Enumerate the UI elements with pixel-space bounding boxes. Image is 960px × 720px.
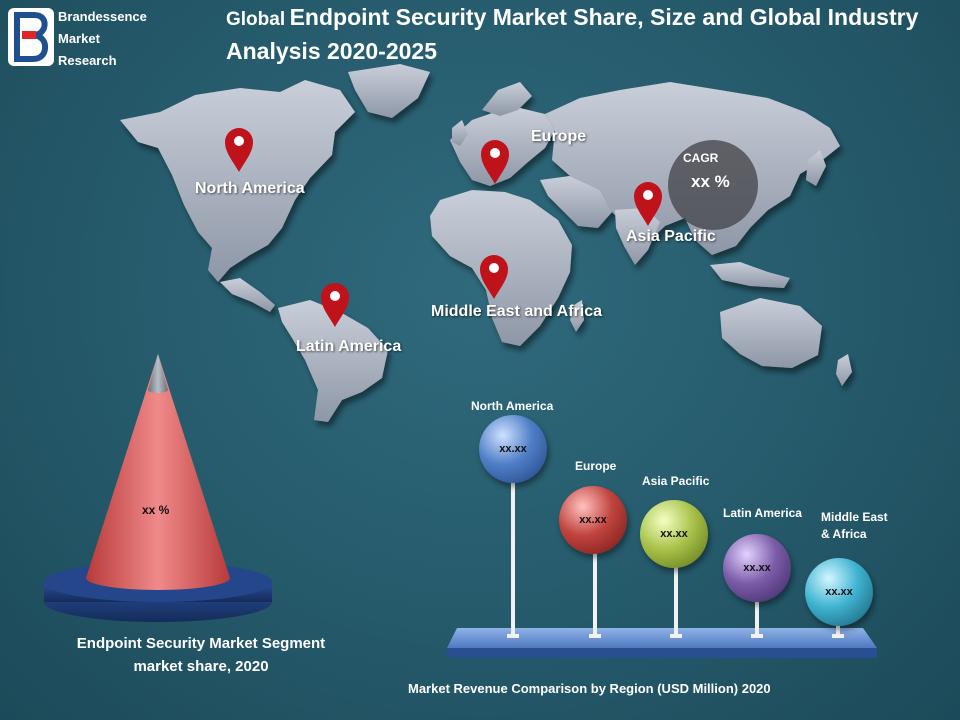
cone-value: xx % <box>142 503 170 517</box>
bubble-stem <box>755 598 759 636</box>
brand-line-1: Brandessence <box>58 9 147 24</box>
cagr-label: CAGR <box>683 151 719 165</box>
cone-caption-line-2: market share, 2020 <box>133 658 269 675</box>
southeast-asia <box>710 262 790 288</box>
greenland <box>348 64 430 118</box>
bubble-europe: xx.xx <box>559 486 627 554</box>
continent-north-america <box>120 80 355 282</box>
title-prefix: Global <box>226 9 286 30</box>
bubble-value-north-america: xx.xx <box>499 443 527 455</box>
bubble-label-europe: Europe <box>575 459 617 473</box>
bubble-label-asia-pacific: Asia Pacific <box>642 474 710 488</box>
brand-name: Brandessence Market Research <box>58 6 147 72</box>
bubble-label-latin-america: Latin America <box>723 506 802 520</box>
uk <box>452 120 468 146</box>
bubble-chart-title: Market Revenue Comparison by Region (USD… <box>408 681 771 696</box>
bubble-value-latin-america: xx.xx <box>743 562 771 574</box>
bubble-label-mea-line-1: Middle East <box>821 510 888 524</box>
bubble-value-asia-pacific: xx.xx <box>660 528 688 540</box>
cone-caption: Endpoint Security Market Segment market … <box>40 632 362 678</box>
bubble-stem <box>511 480 515 636</box>
middle-east <box>540 176 612 228</box>
region-label-middle-east-africa: Middle East and Africa <box>431 303 602 320</box>
map-pin-icon <box>225 128 253 172</box>
madagascar <box>570 300 584 332</box>
cone-body <box>86 354 230 590</box>
cagr-value: xx % <box>691 172 730 191</box>
bubble-label-middle-east-africa: Middle East & Africa <box>821 509 888 543</box>
bubble-middle-east-africa: xx.xx <box>805 558 873 626</box>
continent-south-america <box>278 300 388 422</box>
bubble-stem-foot <box>507 634 519 638</box>
region-label-latin-america: Latin America <box>296 338 402 355</box>
map-pin-icon <box>634 182 662 226</box>
scandinavia <box>482 82 532 116</box>
brand-line-2: Market <box>58 31 100 46</box>
page-title: Global Endpoint Security Market Share, S… <box>226 2 926 70</box>
bubble-stem-foot <box>832 634 844 638</box>
bubble-value-middle-east-africa: xx.xx <box>825 586 853 598</box>
central-america <box>220 278 275 312</box>
bubble-north-america: xx.xx <box>479 415 547 483</box>
bubble-value-europe: xx.xx <box>579 514 607 526</box>
bubble-label-mea-line-2: & Africa <box>821 527 867 541</box>
map-pin-icon <box>321 283 349 327</box>
continent-australia <box>720 298 822 368</box>
bubble-stem-foot <box>670 634 682 638</box>
region-label-europe: Europe <box>531 128 587 145</box>
region-label-asia-pacific: Asia Pacific <box>626 228 716 245</box>
bubble-latin-america: xx.xx <box>723 534 791 602</box>
japan <box>806 150 826 186</box>
bubble-label-north-america: North America <box>471 399 554 413</box>
cagr-circle <box>668 140 758 230</box>
bubble-stem <box>836 622 840 636</box>
cone-graphic <box>44 354 272 622</box>
bubble-stem <box>593 550 597 636</box>
bubble-stem <box>674 564 678 636</box>
brand-logo-icon <box>14 12 49 62</box>
region-label-north-america: North America <box>195 180 305 197</box>
bubble-platform <box>447 628 877 658</box>
new-zealand <box>836 354 852 386</box>
cone-caption-line-1: Endpoint Security Market Segment <box>76 635 326 652</box>
brand-logo <box>8 8 54 66</box>
bubble-stem-foot <box>589 634 601 638</box>
map-pin-icon <box>480 255 508 299</box>
brand-line-3: Research <box>58 53 117 68</box>
title-main: Endpoint Security Market Share, Size and… <box>226 4 919 64</box>
cone-tip <box>148 354 168 393</box>
bubble-stem-foot <box>751 634 763 638</box>
map-pin-icon <box>481 140 509 184</box>
bubble-asia-pacific: xx.xx <box>640 500 708 568</box>
